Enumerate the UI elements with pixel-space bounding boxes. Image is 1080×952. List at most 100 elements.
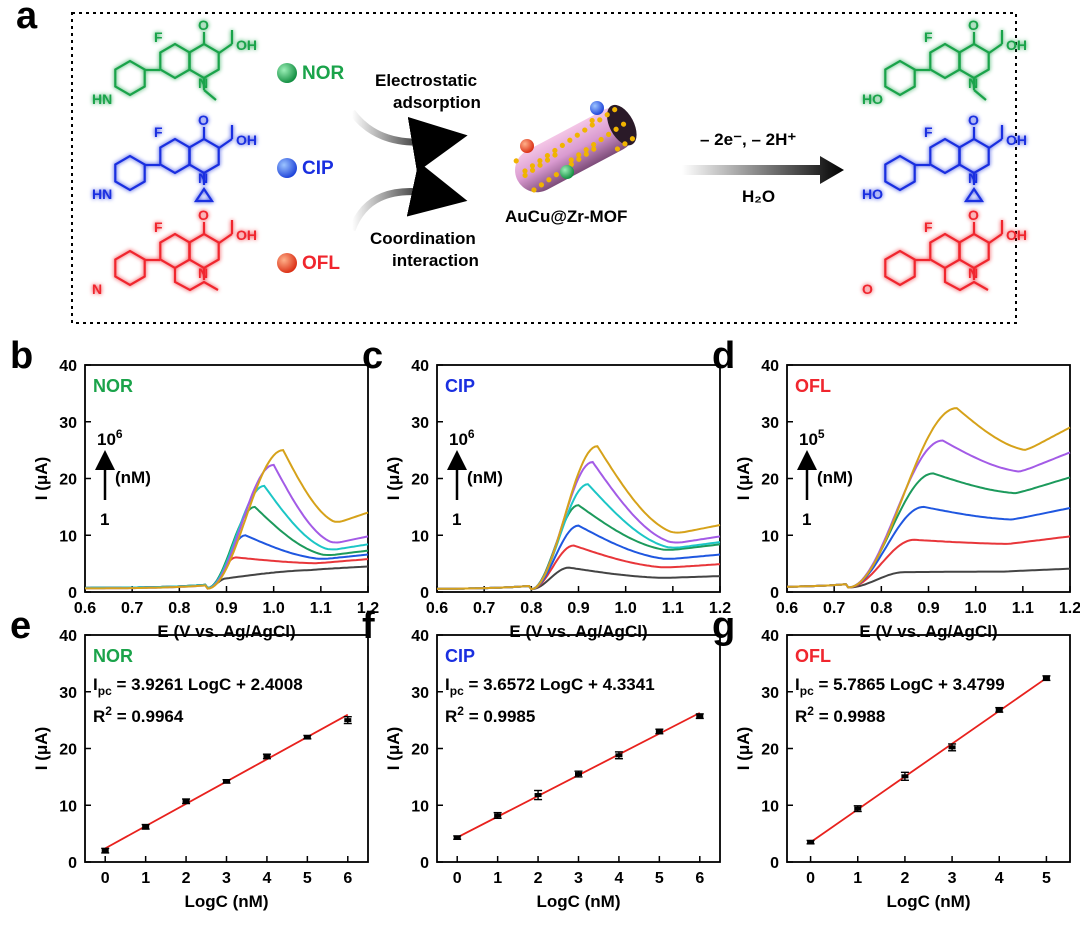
voltammogram-series-7 bbox=[85, 448, 369, 590]
y-tick-label: 0 bbox=[420, 855, 429, 872]
gold-nanoparticle bbox=[576, 156, 582, 162]
conc-unit-label: (nM) bbox=[115, 468, 151, 487]
x-tick-label: 5 bbox=[1042, 870, 1051, 887]
product-ofl-atom-f: F bbox=[924, 219, 933, 235]
gold-nanoparticle bbox=[568, 157, 574, 163]
y-tick-label: 40 bbox=[761, 628, 779, 645]
gold-nanoparticle bbox=[529, 163, 536, 169]
gold-nanoparticle bbox=[591, 146, 597, 152]
gold-nanoparticle bbox=[537, 162, 543, 168]
reactant-cip-atom-o: O bbox=[198, 112, 209, 128]
reactant-cip-atom-n: N bbox=[198, 170, 208, 186]
gold-nanoparticle bbox=[614, 146, 621, 152]
product-cip-atom-amine: HO bbox=[862, 186, 883, 202]
r-squared-superscript: 2 bbox=[105, 704, 112, 718]
x-axis-label: E (V vs. Ag/AgCl) bbox=[859, 622, 997, 641]
conc-top-label: 106 bbox=[97, 427, 123, 449]
y-tick-label: 10 bbox=[411, 798, 429, 815]
x-tick-label: 5 bbox=[303, 870, 312, 887]
x-tick-label: 6 bbox=[695, 870, 704, 887]
product-ofl-atoms: F O N OH O bbox=[862, 207, 1027, 297]
product-ofl-atom-o: O bbox=[968, 207, 979, 223]
y-tick-label: 20 bbox=[59, 472, 77, 489]
y-axis-label: I (μA) bbox=[32, 727, 51, 770]
fit-equation: Ipc = 3.9261 LogC + 2.4008 bbox=[93, 675, 303, 698]
label-electrostatic: Electrostatic bbox=[375, 71, 477, 90]
data-point bbox=[854, 806, 862, 811]
sphere-nor bbox=[277, 63, 297, 83]
gold-nanoparticle bbox=[552, 147, 558, 154]
x-axis-label: E (V vs. Ag/AgCl) bbox=[509, 622, 647, 641]
analyte-label-nor: NOR bbox=[302, 63, 345, 84]
gold-nanoparticle bbox=[559, 142, 565, 148]
product-nor-ring-benzene bbox=[929, 42, 961, 80]
reactant-cip-atoms: F O N OH HN bbox=[92, 112, 257, 202]
label-interaction: interaction bbox=[392, 251, 479, 270]
gold-nanoparticle bbox=[531, 187, 537, 193]
gold-nanoparticle bbox=[612, 107, 618, 113]
product-nor-ring-amine bbox=[884, 59, 916, 97]
panel-label-b: b bbox=[10, 335, 33, 377]
x-tick-label: 1 bbox=[853, 870, 862, 887]
data-point bbox=[182, 799, 190, 804]
reaction-arrow bbox=[682, 156, 844, 184]
analyte-name: OFL bbox=[795, 646, 831, 666]
x-tick-label: 2 bbox=[182, 870, 191, 887]
data-point bbox=[655, 729, 663, 734]
y-tick-label: 30 bbox=[411, 685, 429, 702]
x-tick-label: 1.0 bbox=[615, 600, 637, 617]
gold-nanoparticle bbox=[604, 112, 610, 118]
reactant-nor-ring-benzene bbox=[159, 42, 191, 80]
fit-equation-body: = 5.7865 LogC + 3.4799 bbox=[814, 675, 1005, 694]
y-tick-label: 10 bbox=[761, 798, 779, 815]
voltammogram-series-5 bbox=[436, 483, 721, 591]
x-tick-label: 0.6 bbox=[426, 600, 448, 617]
product-ofl-oxazine bbox=[943, 268, 989, 292]
product-ofl-atom-acid: OH bbox=[1006, 227, 1027, 243]
x-tick-label: 0.8 bbox=[870, 600, 892, 617]
reactant-cip-atom-f: F bbox=[154, 124, 163, 140]
reactant-nor-atoms: F O N OH HN bbox=[92, 17, 257, 107]
panel-label-c: c bbox=[362, 335, 383, 377]
gold-nanoparticle bbox=[522, 168, 528, 174]
analyte-name: NOR bbox=[93, 646, 133, 666]
x-tick-label: 0.7 bbox=[823, 600, 845, 617]
label-solvent: H₂O bbox=[742, 187, 775, 206]
mof-bound-ofl bbox=[520, 139, 534, 153]
voltammogram-series-3 bbox=[436, 524, 721, 591]
reactant-nor-atom-o: O bbox=[198, 17, 209, 33]
gold-nanoparticle bbox=[598, 136, 604, 143]
y-tick-label: 40 bbox=[411, 358, 429, 375]
analyte-label-ofl: OFL bbox=[302, 253, 340, 274]
y-tick-label: 30 bbox=[761, 415, 779, 432]
plot-frame bbox=[84, 634, 369, 863]
x-tick-label: 0.9 bbox=[567, 600, 589, 617]
fit-equation-subscript: pc bbox=[98, 684, 112, 698]
product-ofl-atom-amine: O bbox=[862, 281, 873, 297]
analyte-name: OFL bbox=[795, 376, 831, 396]
gold-nanoparticle bbox=[538, 182, 545, 188]
conc-unit-label: (nM) bbox=[817, 468, 853, 487]
x-tick-label: 1.0 bbox=[263, 600, 285, 617]
y-axis-label: I (μA) bbox=[384, 457, 403, 500]
x-axis-label: LogC (nM) bbox=[184, 892, 268, 911]
reactant-ofl-bond-acid bbox=[218, 233, 233, 244]
gold-nanoparticle bbox=[529, 167, 536, 173]
product-cip-cyclopropyl bbox=[963, 187, 985, 203]
y-axis-label: I (μA) bbox=[734, 727, 753, 770]
y-tick-label: 0 bbox=[68, 585, 77, 602]
data-point bbox=[494, 813, 502, 818]
fit-equation-subscript: pc bbox=[450, 684, 464, 698]
y-tick-label: 30 bbox=[411, 415, 429, 432]
x-tick-label: 0 bbox=[806, 870, 815, 887]
data-point bbox=[344, 718, 352, 723]
gold-nanoparticle bbox=[583, 147, 589, 153]
product-cip-ring-benzene bbox=[929, 137, 961, 175]
x-tick-label: 1.2 bbox=[1059, 600, 1080, 617]
reactant-cip-ring-amine bbox=[114, 154, 146, 192]
fit-r-squared: R2 = 0.9988 bbox=[795, 704, 885, 726]
scheme-frame bbox=[71, 12, 1017, 324]
data-point bbox=[615, 753, 623, 758]
conc-bottom-label: 1 bbox=[100, 510, 109, 529]
product-cip-atoms: F O N OH HO bbox=[862, 112, 1027, 202]
